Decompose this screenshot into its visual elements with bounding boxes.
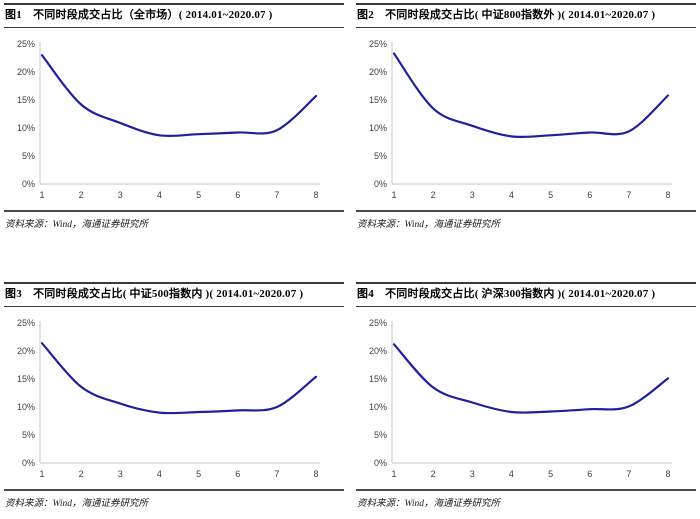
y-tick-label: 5% xyxy=(374,430,387,440)
x-tick-label: 2 xyxy=(79,469,84,479)
x-tick-label: 4 xyxy=(157,190,162,200)
line-chart: 0% 5% 10% 15% 20% 25% 1 2 3 4 5 6 7 8 xyxy=(356,34,696,202)
source-note: 资料来源：Wind，海通证券研究所 xyxy=(357,499,501,509)
figures-grid: 图1 不同时段成交占比（全市场）( 2014.01~2020.07 ) 0% 5%… xyxy=(4,3,696,509)
x-tick-label: 4 xyxy=(157,469,162,479)
x-tick-label: 3 xyxy=(470,469,475,479)
x-tick-label: 1 xyxy=(391,469,396,479)
y-tick-label: 5% xyxy=(22,430,35,440)
source-divider xyxy=(356,489,696,491)
figure-4: 图4 不同时段成交占比( 沪深300指数内 )( 2014.01~2020.07… xyxy=(356,282,696,509)
x-tick-label: 7 xyxy=(274,190,279,200)
x-tick-label: 6 xyxy=(587,190,592,200)
y-tick-label: 15% xyxy=(17,374,35,384)
x-tick-label: 8 xyxy=(313,469,318,479)
source-note: 资料来源：Wind，海通证券研究所 xyxy=(357,220,501,230)
line-chart: 0% 5% 10% 15% 20% 25% 1 2 3 4 5 6 7 8 xyxy=(4,34,344,202)
x-tick-label: 8 xyxy=(665,469,670,479)
x-tick-label: 8 xyxy=(313,190,318,200)
series-line xyxy=(40,342,318,415)
line-chart-svg: 0% 5% 10% 15% 20% 25% 1 2 3 4 5 6 7 8 xyxy=(17,318,320,479)
series-line xyxy=(392,52,670,139)
y-tick-label: 15% xyxy=(17,95,35,105)
x-tick-label: 5 xyxy=(196,190,201,200)
y-tick-label: 10% xyxy=(17,402,35,412)
x-tick-label: 3 xyxy=(470,190,475,200)
x-tick-label: 1 xyxy=(391,190,396,200)
x-tick-label: 7 xyxy=(274,469,279,479)
x-tick-label: 8 xyxy=(665,190,670,200)
x-tick-label: 6 xyxy=(235,469,240,479)
figure-title: 图4 不同时段成交占比( 沪深300指数内 )( 2014.01~2020.07… xyxy=(356,282,696,307)
y-tick-label: 15% xyxy=(369,374,387,384)
x-tick-label: 5 xyxy=(548,190,553,200)
y-tick-label: 0% xyxy=(374,179,387,189)
y-tick-label: 20% xyxy=(17,346,35,356)
figure-2: 图2 不同时段成交占比( 中证800指数外 )( 2014.01~2020.07… xyxy=(356,3,696,230)
series-line xyxy=(392,343,670,414)
figure-title: 图3 不同时段成交占比( 中证500指数内 )( 2014.01~2020.07… xyxy=(4,282,344,307)
y-tick-label: 0% xyxy=(374,458,387,468)
source-note: 资料来源：Wind，海通证券研究所 xyxy=(5,220,149,230)
y-tick-label: 5% xyxy=(374,151,387,161)
x-tick-label: 6 xyxy=(235,190,240,200)
y-tick-label: 25% xyxy=(17,39,35,49)
figure-3: 图3 不同时段成交占比( 中证500指数内 )( 2014.01~2020.07… xyxy=(4,282,344,509)
line-chart-svg: 0% 5% 10% 15% 20% 25% 1 2 3 4 5 6 7 8 xyxy=(369,39,672,200)
y-tick-label: 25% xyxy=(369,318,387,328)
y-tick-label: 20% xyxy=(369,346,387,356)
x-tick-label: 4 xyxy=(509,469,514,479)
x-tick-label: 2 xyxy=(431,469,436,479)
x-tick-label: 3 xyxy=(118,190,123,200)
x-tick-label: 7 xyxy=(626,190,631,200)
y-tick-label: 10% xyxy=(369,123,387,133)
y-tick-label: 5% xyxy=(22,151,35,161)
source-divider xyxy=(356,210,696,212)
y-tick-label: 15% xyxy=(369,95,387,105)
source-note: 资料来源：Wind，海通证券研究所 xyxy=(5,499,149,509)
x-tick-label: 6 xyxy=(587,469,592,479)
figure-title: 图1 不同时段成交占比（全市场）( 2014.01~2020.07 ) xyxy=(4,3,344,28)
x-tick-label: 5 xyxy=(196,469,201,479)
line-chart-svg: 0% 5% 10% 15% 20% 25% 1 2 3 4 5 6 7 8 xyxy=(369,318,672,479)
x-tick-label: 3 xyxy=(118,469,123,479)
source-divider xyxy=(4,489,344,491)
source-divider xyxy=(4,210,344,212)
x-tick-label: 1 xyxy=(39,469,44,479)
x-tick-label: 5 xyxy=(548,469,553,479)
y-tick-label: 0% xyxy=(22,458,35,468)
y-tick-label: 25% xyxy=(17,318,35,328)
x-tick-label: 2 xyxy=(79,190,84,200)
x-tick-label: 4 xyxy=(509,190,514,200)
figure-1: 图1 不同时段成交占比（全市场）( 2014.01~2020.07 ) 0% 5%… xyxy=(4,3,344,230)
y-tick-label: 10% xyxy=(17,123,35,133)
y-tick-label: 10% xyxy=(369,402,387,412)
y-tick-label: 20% xyxy=(17,67,35,77)
x-tick-label: 7 xyxy=(626,469,631,479)
x-tick-label: 1 xyxy=(39,190,44,200)
series-line xyxy=(40,54,318,138)
y-tick-label: 25% xyxy=(369,39,387,49)
y-tick-label: 20% xyxy=(369,67,387,77)
line-chart-svg: 0% 5% 10% 15% 20% 25% 1 2 3 4 5 6 7 8 xyxy=(17,39,320,200)
line-chart: 0% 5% 10% 15% 20% 25% 1 2 3 4 5 6 7 8 xyxy=(356,313,696,481)
figure-title: 图2 不同时段成交占比( 中证800指数外 )( 2014.01~2020.07… xyxy=(356,3,696,28)
line-chart: 0% 5% 10% 15% 20% 25% 1 2 3 4 5 6 7 8 xyxy=(4,313,344,481)
x-tick-label: 2 xyxy=(431,190,436,200)
y-tick-label: 0% xyxy=(22,179,35,189)
